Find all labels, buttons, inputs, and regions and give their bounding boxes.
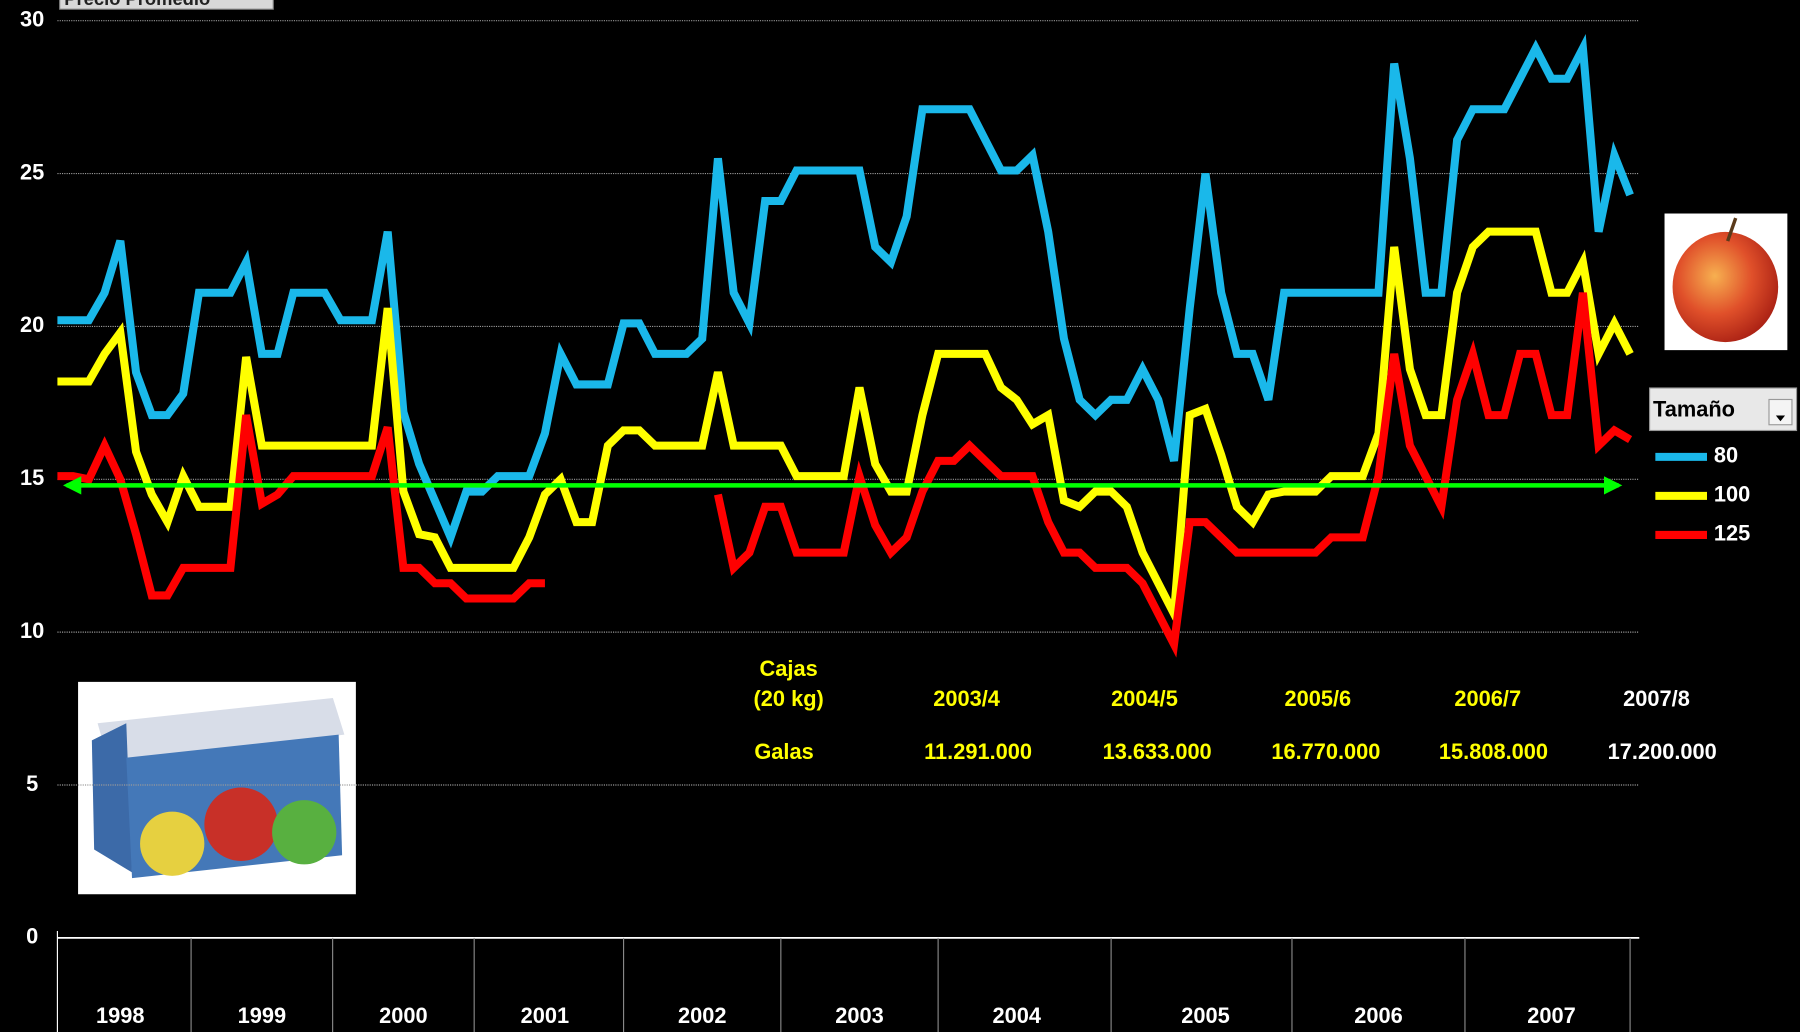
legend-label: 80 bbox=[1714, 443, 1738, 468]
y-tick-label: 20 bbox=[20, 312, 44, 337]
x-tick-label: 2005 bbox=[1181, 1003, 1230, 1028]
table-column-header: 2006/7 bbox=[1454, 686, 1521, 711]
table-column-header: 2004/5 bbox=[1111, 686, 1178, 711]
table-column-header: 2005/6 bbox=[1285, 686, 1352, 711]
x-tick-label: 2007 bbox=[1527, 1003, 1576, 1028]
series-line bbox=[57, 33, 1634, 549]
y-tick-label: 5 bbox=[26, 771, 38, 796]
legend-dropdown[interactable] bbox=[1768, 398, 1793, 426]
title-box bbox=[59, 0, 274, 10]
table-column-header: 2003/4 bbox=[933, 686, 1000, 711]
apple-image bbox=[1664, 213, 1788, 351]
x-tick-label: 1999 bbox=[238, 1003, 286, 1028]
y-tick-label: 10 bbox=[20, 618, 44, 643]
y-tick-label: 25 bbox=[20, 159, 44, 184]
table-row-label: Galas bbox=[754, 739, 813, 764]
table-value: 11.291.000 bbox=[924, 739, 1032, 764]
table-column-header: 2007/8 bbox=[1623, 686, 1690, 711]
legend-title: Tamaño bbox=[1653, 397, 1735, 422]
legend: Tamaño bbox=[1649, 387, 1798, 432]
x-tick-label: 2006 bbox=[1354, 1003, 1403, 1028]
series-line bbox=[57, 227, 1634, 629]
box-image bbox=[78, 681, 356, 895]
x-tick-label: 2002 bbox=[678, 1003, 727, 1028]
x-tick-label: 2000 bbox=[379, 1003, 428, 1028]
x-tick-label: 2003 bbox=[835, 1003, 884, 1028]
series-line bbox=[57, 292, 1633, 658]
table-value: 13.633.000 bbox=[1103, 739, 1212, 764]
table-corner: (20 kg) bbox=[754, 686, 824, 711]
chart-title: Precio Promedio bbox=[64, 0, 210, 9]
legend-label: 100 bbox=[1714, 482, 1750, 507]
y-tick-label: 15 bbox=[20, 465, 44, 490]
table-corner: Cajas bbox=[760, 656, 818, 681]
y-tick-label: 0 bbox=[26, 924, 38, 949]
y-tick-label: 30 bbox=[20, 6, 44, 31]
x-tick-label: 1998 bbox=[96, 1003, 145, 1028]
table-value: 15.808.000 bbox=[1439, 739, 1548, 764]
legend-label: 125 bbox=[1714, 521, 1750, 546]
x-tick-label: 2001 bbox=[521, 1003, 570, 1028]
table-value: 17.200.000 bbox=[1608, 739, 1717, 764]
table-value: 16.770.000 bbox=[1271, 739, 1380, 764]
dropdown-arrow bbox=[1775, 415, 1786, 422]
x-tick-label: 2004 bbox=[992, 1003, 1041, 1028]
